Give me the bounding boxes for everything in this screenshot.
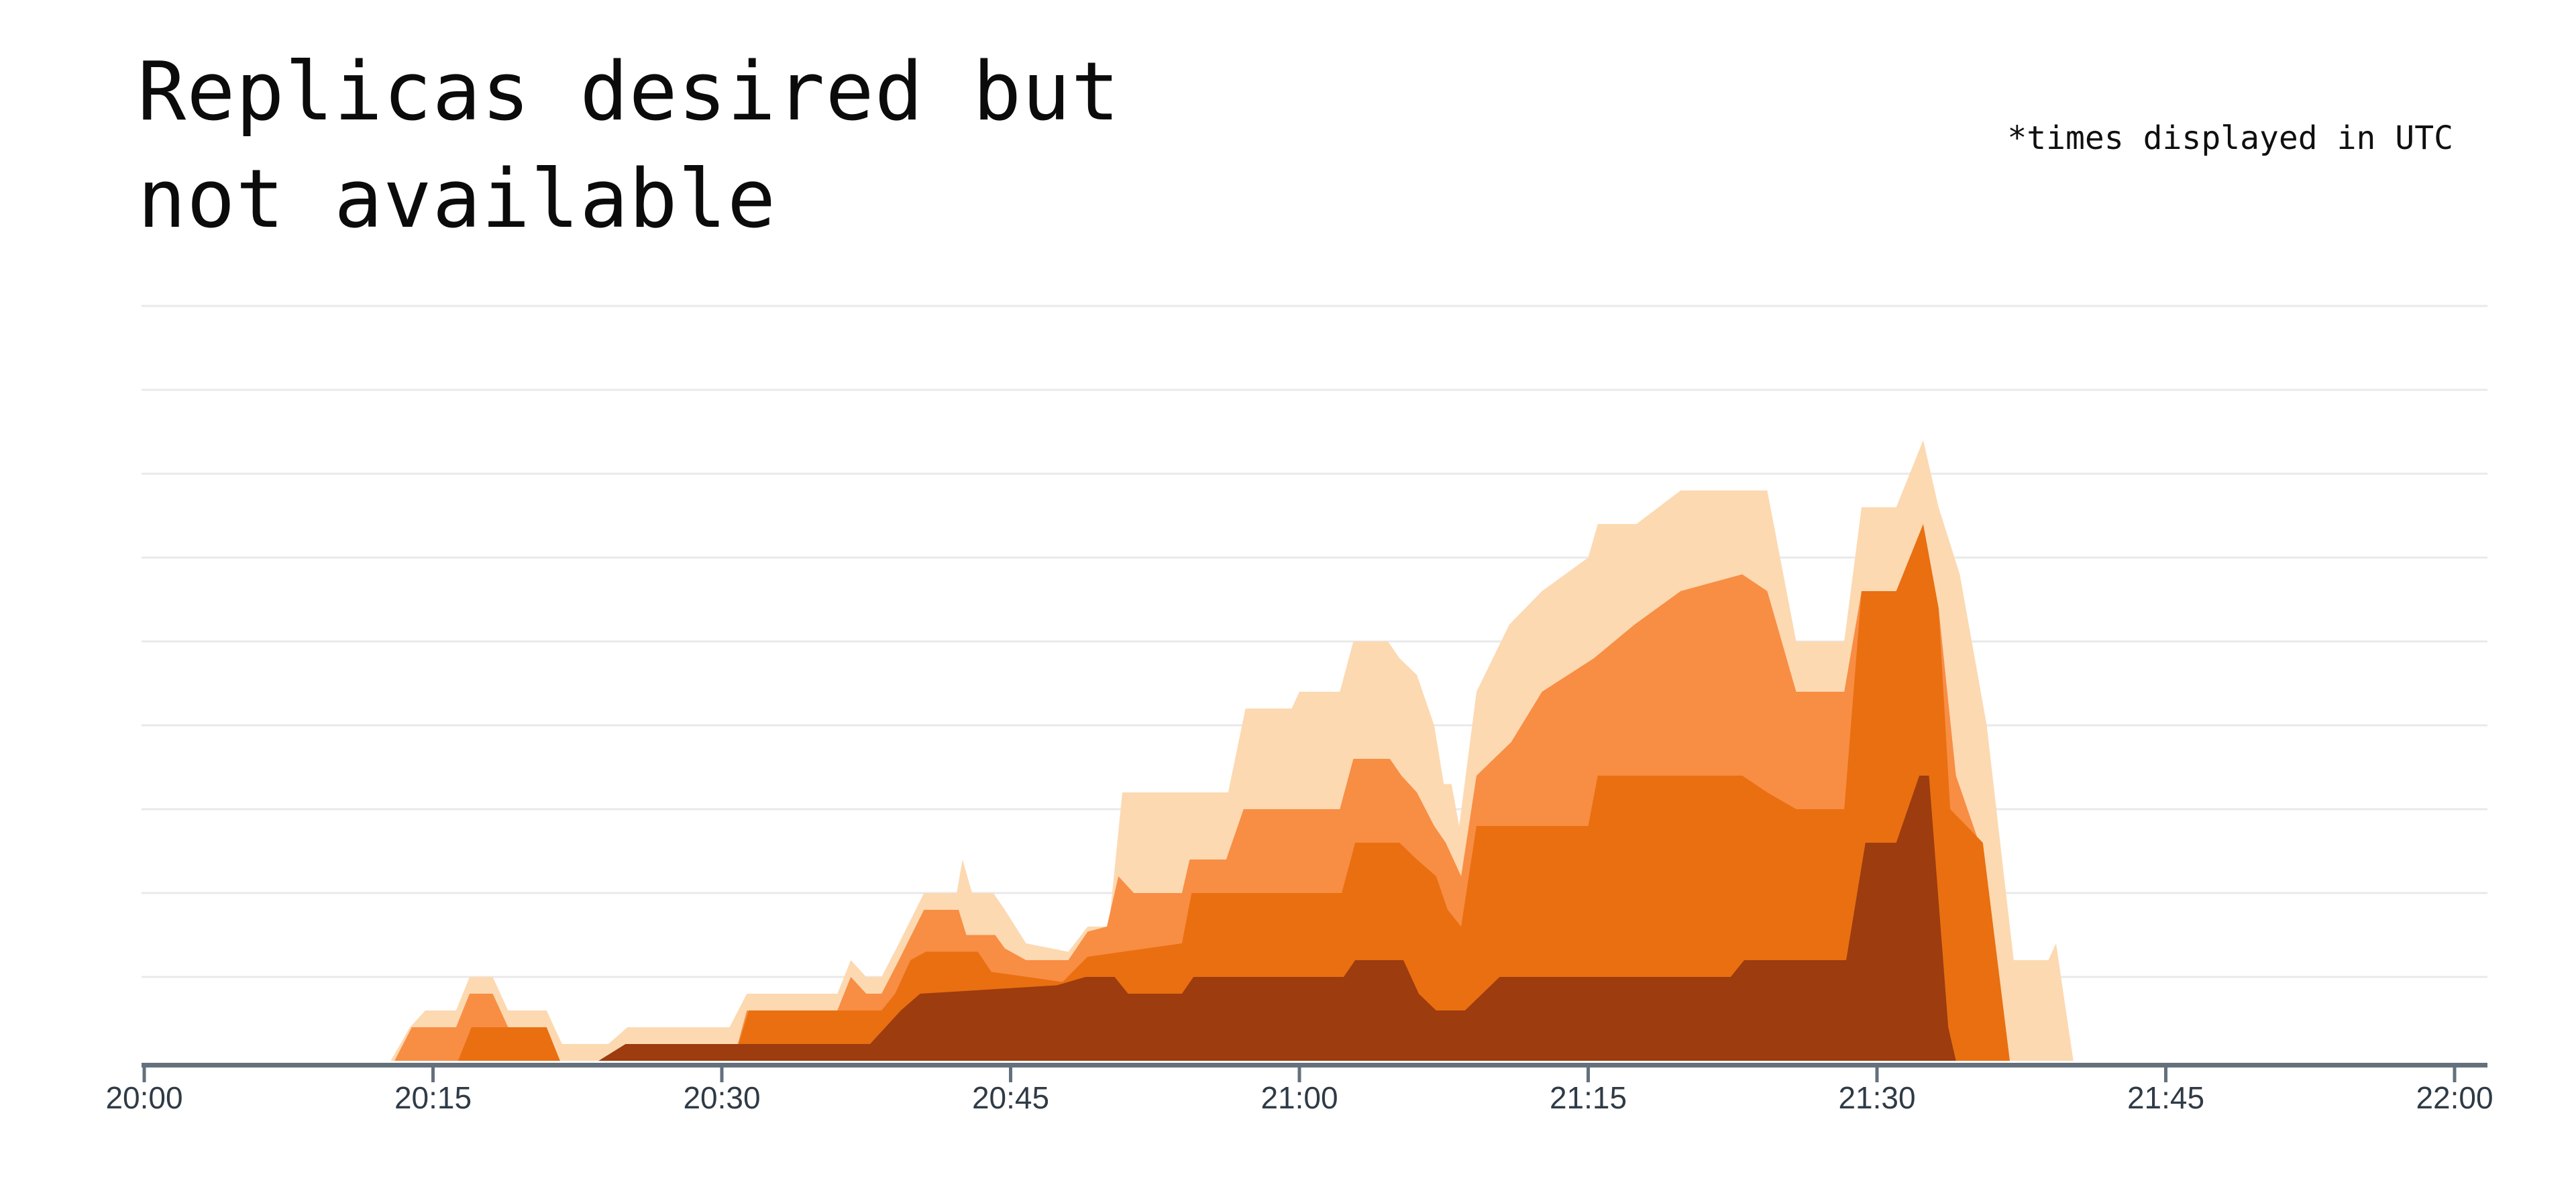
x-tick-label: 20:30 (683, 1080, 760, 1115)
x-axis (142, 1063, 2487, 1082)
x-tick-label: 21:30 (1838, 1080, 1915, 1115)
page-title: Replicas desired but not available (138, 46, 1120, 246)
area-unavailable-replicas-layer-medium (458, 524, 2010, 1061)
x-axis-line (142, 1063, 2487, 1068)
area-unavailable-replicas-layer-darkest (598, 776, 1956, 1061)
timezone-note: *times displayed in UTC (2007, 119, 2453, 157)
x-tick-label: 21:00 (1260, 1080, 1338, 1115)
x-tick-label: 21:45 (2127, 1080, 2204, 1115)
x-tick-label: 20:00 (105, 1080, 182, 1115)
x-tick-label: 22:00 (2416, 1080, 2493, 1115)
x-tick-label: 20:45 (972, 1080, 1049, 1115)
x-axis-labels: 20:00 20:15 20:30 20:45 21:00 21:15 21:30 21:45… (105, 1080, 2493, 1115)
x-tick-label: 21:15 (1550, 1080, 1627, 1115)
x-tick-label: 20:15 (394, 1080, 472, 1115)
area-series (390, 440, 2074, 1061)
